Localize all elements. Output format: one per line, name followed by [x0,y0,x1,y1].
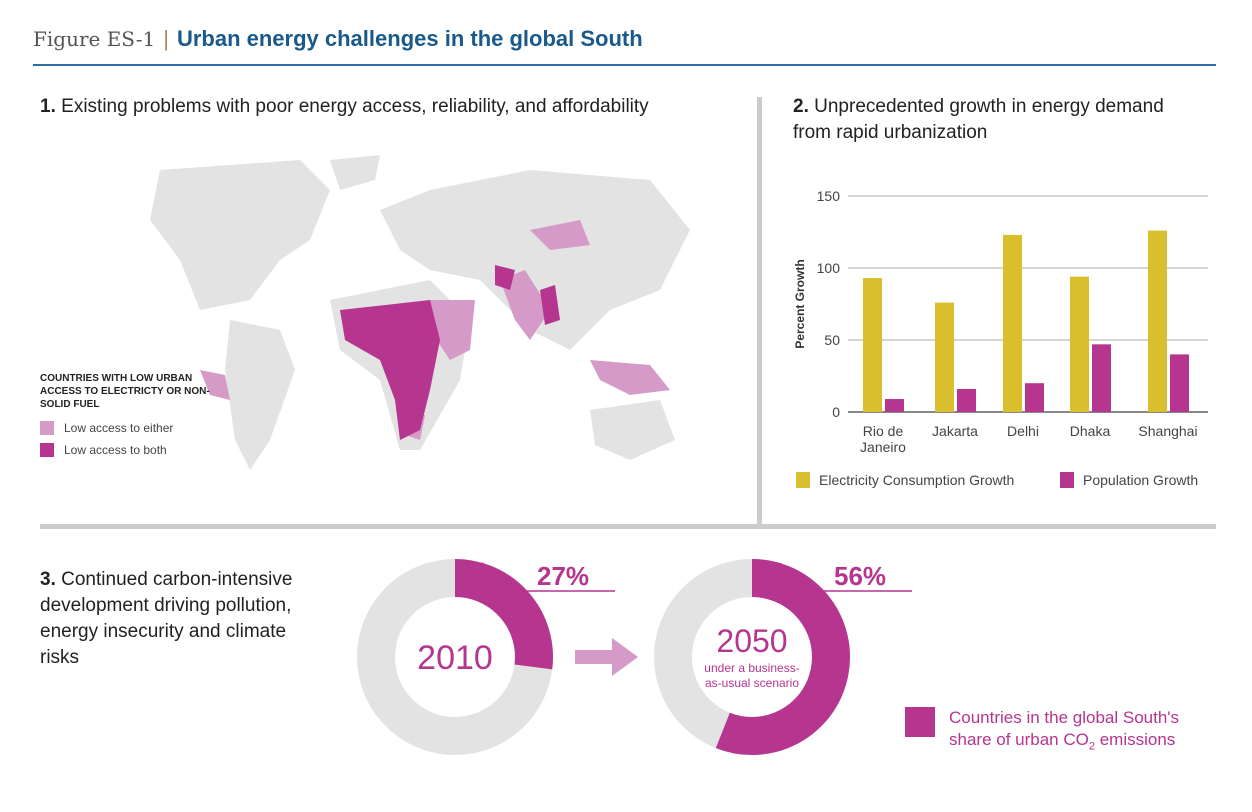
bar-population [957,388,976,412]
donut-charts: 27% 2010 56% 2050 under a business-as-usual … [357,559,912,755]
donut-share [654,559,850,755]
bar-population [1025,383,1044,412]
y-tick-label: 150 [817,188,841,204]
legend-line: Countries in the global South's [949,708,1180,727]
legend-label: Electricity Consumption Growth [819,472,1014,488]
legend-line: emissions [1094,730,1176,749]
legend-label: Low access to either [64,421,174,435]
callout-line [778,562,912,592]
arrow-icon [575,638,638,676]
legend-swatch [796,472,810,488]
title-separator: | [163,26,169,51]
legend-label: Low access to both [64,443,167,457]
bar-population [885,399,904,412]
y-tick-label: 50 [824,332,840,348]
section1-title: Existing problems with poor energy acces… [61,96,649,117]
bar-population [1092,344,1111,412]
co2-legend-label: Countries in the global South's share of… [949,707,1179,757]
bar-electricity [1148,230,1167,412]
x-tick-label: Janeiro [860,439,906,455]
year-label: 2050 [716,623,787,659]
x-tick-label: Rio de [863,423,904,439]
title-rule [33,64,1216,66]
section3-number: 3. [40,569,56,590]
map-legend-both: Low access to both [40,443,210,457]
co2-legend: Countries in the global South's share of… [905,707,1179,757]
section3-heading: 3. Continued carbon-intensive developmen… [40,567,330,671]
section2-title: Unprecedented growth in energy demand fr… [793,96,1164,143]
bar-electricity [1070,276,1089,412]
bar-electricity [935,302,954,412]
section3-title: Continued carbon-intensive development d… [40,569,293,668]
share-label: 56% [834,561,886,591]
legend-swatch [40,421,54,435]
scenario-label: as-usual scenario [705,676,799,690]
legend-label: Population Growth [1083,472,1198,488]
world-map [150,155,690,470]
legend-swatch [40,443,54,457]
legend-swatch [1060,472,1074,488]
section1-number: 1. [40,96,56,117]
section1-heading: 1. Existing problems with poor energy ac… [40,94,649,120]
legend-line: share of urban CO [949,730,1089,749]
donut-share [357,559,553,755]
x-tick-label: Shanghai [1138,423,1197,439]
map-legend-title: COUNTRIES WITH LOW URBAN ACCESS TO ELECT… [40,373,210,410]
section2-heading: 2. Unprecedented growth in energy demand… [793,94,1173,146]
figure-label: Figure ES-1 [33,27,156,51]
callout-line [481,562,615,592]
y-tick-label: 100 [817,260,841,276]
scenario-label: under a business- [704,661,799,675]
y-tick-label: 0 [832,404,840,420]
co2-legend-swatch [905,707,935,737]
subscript: 2 [1088,740,1095,753]
bar-electricity [863,278,882,412]
map-legend: COUNTRIES WITH LOW URBAN ACCESS TO ELECT… [40,372,210,457]
section2-number: 2. [793,96,809,117]
figure-header: Figure ES-1 | Urban energy challenges in… [33,26,643,52]
x-tick-label: Delhi [1007,423,1039,439]
bar-population [1170,354,1189,412]
x-tick-label: Dhaka [1070,423,1111,439]
x-tick-label: Jakarta [932,423,978,439]
figure-title: Urban energy challenges in the global So… [176,26,643,51]
vertical-divider [757,97,762,525]
share-label: 27% [537,561,589,591]
bar-electricity [1003,234,1022,412]
year-label: 2010 [417,639,493,677]
y-axis-label: Percent Growth [793,259,807,348]
horizontal-divider [40,524,1216,529]
map-legend-either: Low access to either [40,421,210,435]
